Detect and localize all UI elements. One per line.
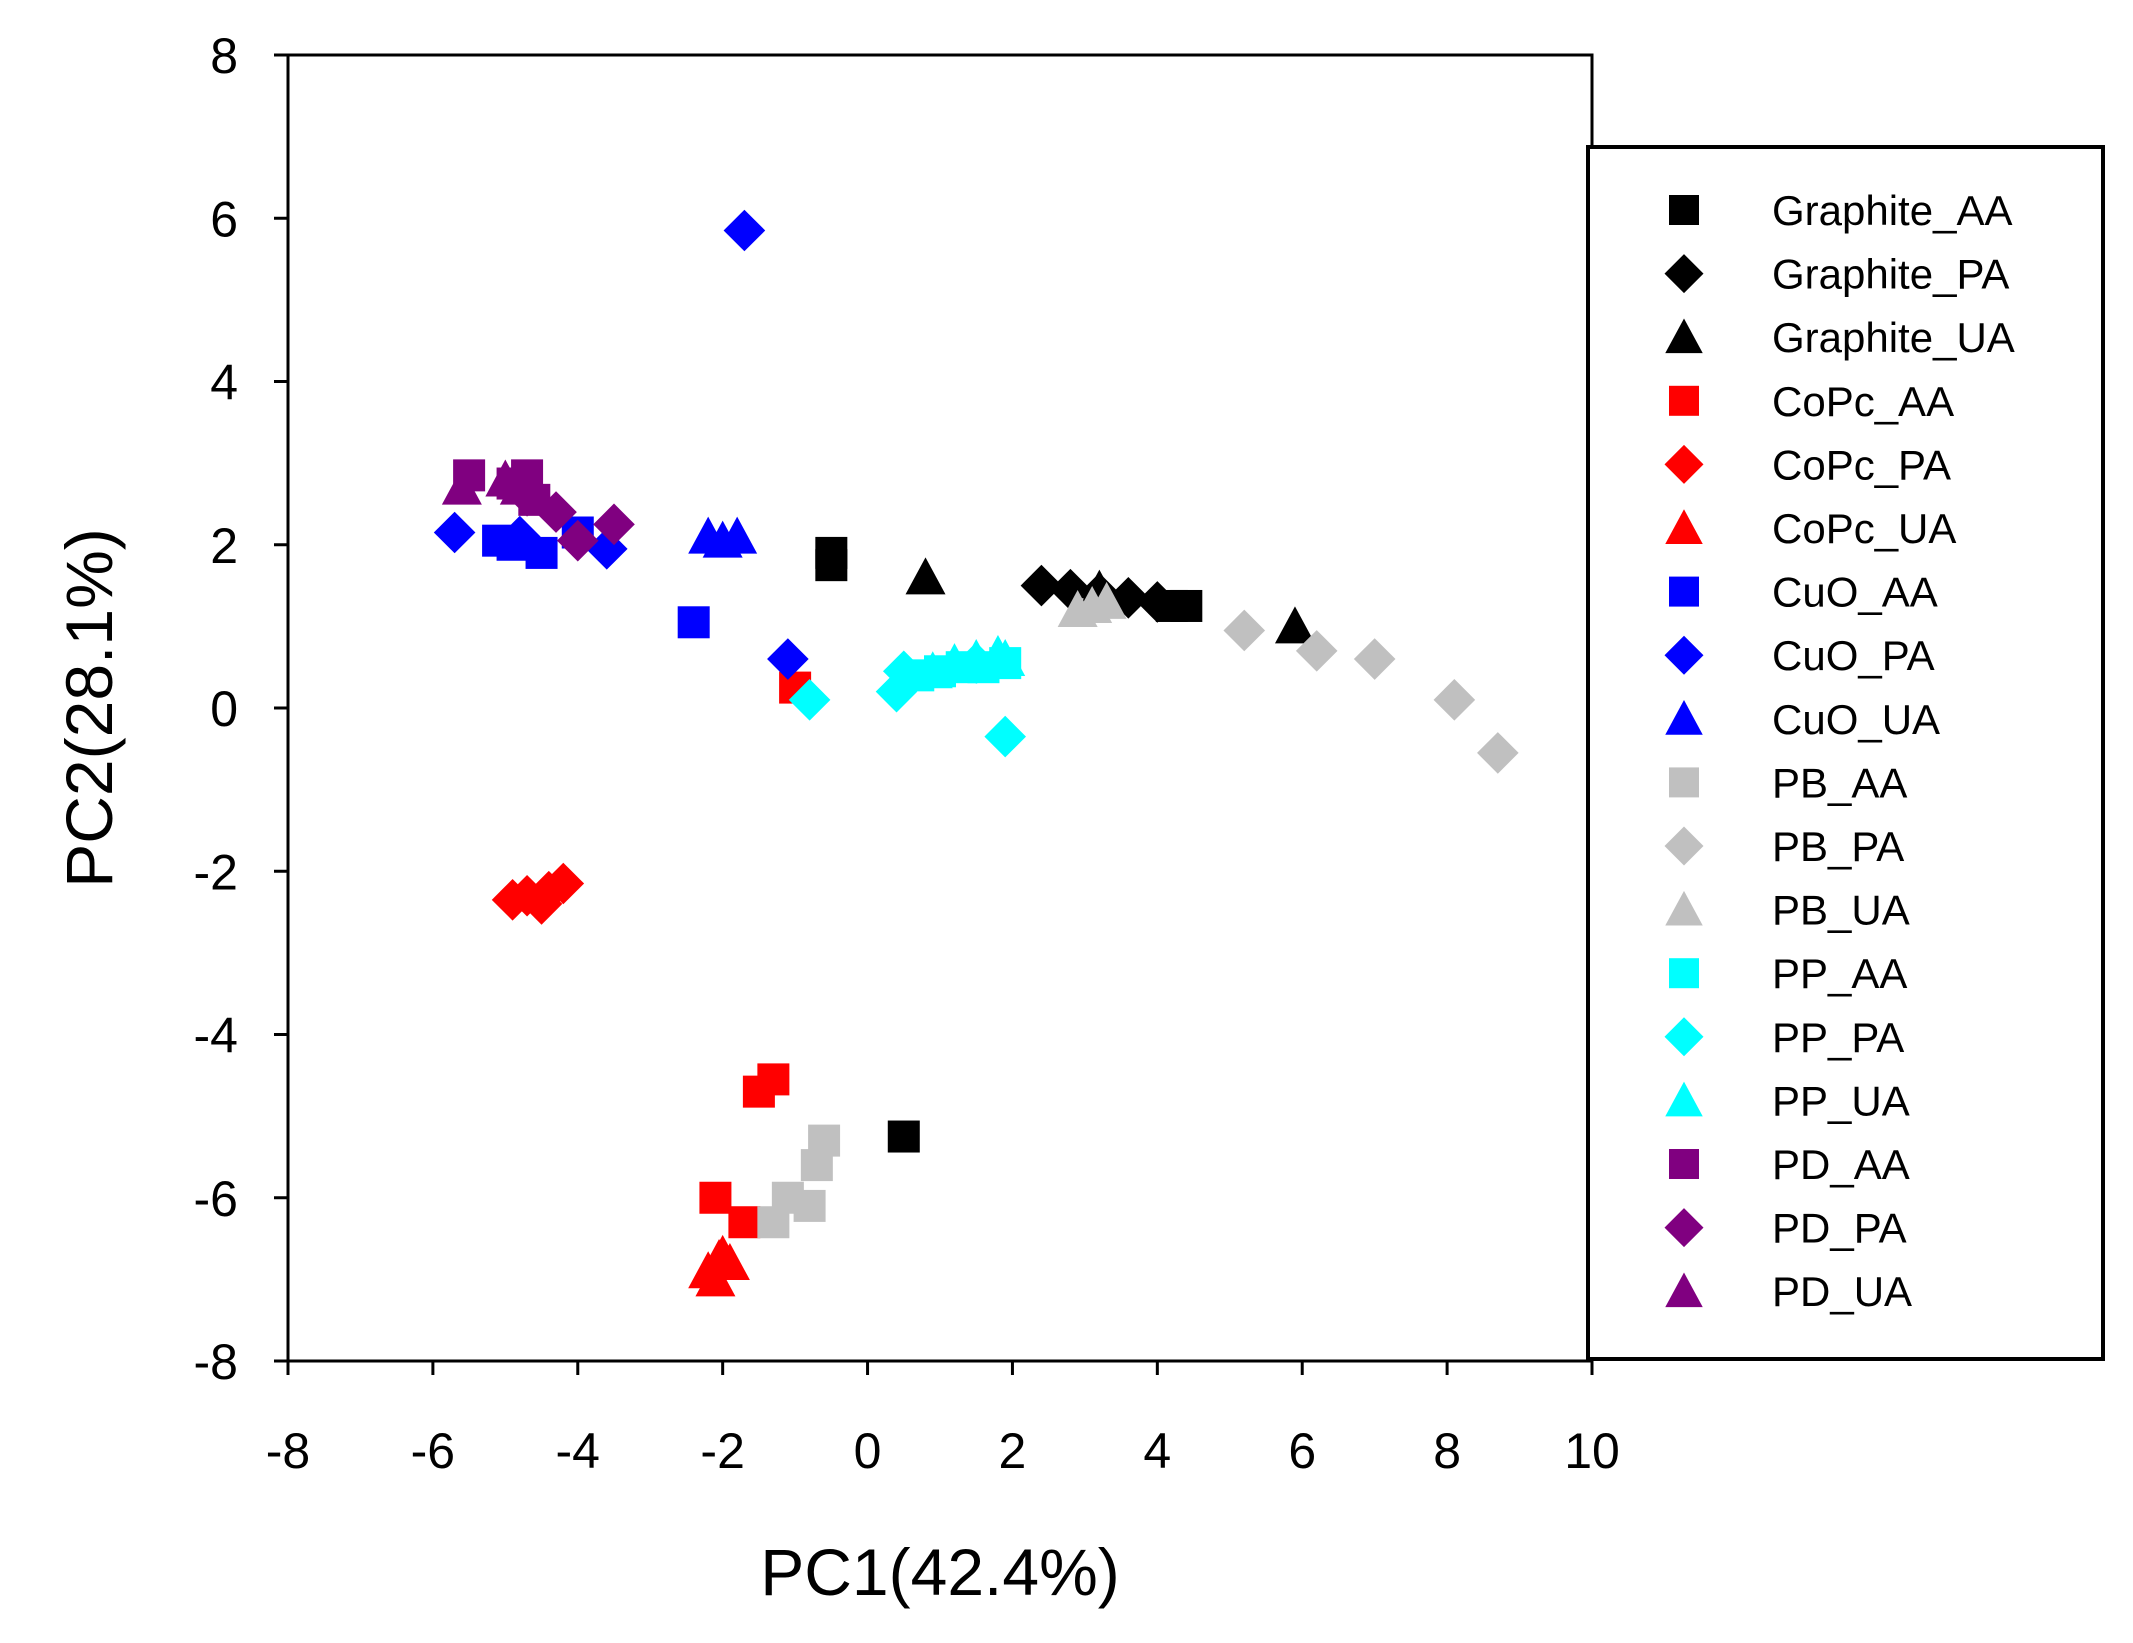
- legend-marker-pp-ua: [1665, 1081, 1703, 1117]
- data-point-pb-pa: [1223, 609, 1266, 652]
- legend-label: CoPc_PA: [1772, 441, 1951, 488]
- data-point-pp-ua: [912, 651, 953, 689]
- data-point-pb-aa: [757, 1206, 790, 1239]
- legend-label: CoPc_UA: [1772, 505, 1956, 552]
- legend-label: Graphite_AA: [1772, 187, 2012, 234]
- legend-label: PD_UA: [1772, 1268, 1912, 1315]
- x-tick-label: -4: [556, 1423, 600, 1479]
- legend-marker-pd-ua: [1665, 1272, 1703, 1308]
- y-axis-title: PC2(28.1%): [52, 528, 126, 888]
- data-point-graphite-aa: [887, 1120, 920, 1153]
- data-point-pd-ua: [499, 467, 540, 505]
- y-tick-label: 8: [210, 28, 238, 84]
- legend-marker-pp-pa: [1664, 1017, 1704, 1057]
- data-point-cuo-pa: [499, 515, 541, 558]
- legend-marker-pb-ua: [1665, 890, 1703, 926]
- data-point-cuo-pa: [433, 511, 476, 554]
- data-point-cuo-pa: [723, 209, 766, 252]
- legend-marker-cuo-aa: [1669, 576, 1699, 607]
- legend-marker-pb-aa: [1669, 767, 1699, 798]
- data-point-pd-pa: [556, 519, 599, 562]
- x-tick-label: 4: [1143, 1423, 1171, 1479]
- data-point-pb-aa: [800, 1149, 833, 1182]
- x-tick-label: -8: [266, 1423, 310, 1479]
- y-tick-label: -8: [194, 1334, 238, 1390]
- legend-label: PB_UA: [1772, 887, 1910, 934]
- data-point-graphite-aa: [815, 549, 848, 582]
- x-tick-label: 6: [1288, 1423, 1316, 1479]
- data-point-pd-ua: [441, 467, 482, 505]
- x-axis-title: PC1(42.4%): [760, 1535, 1120, 1609]
- legend-marker-pd-aa: [1669, 1149, 1699, 1179]
- plot-frame: [286, 53, 1594, 1363]
- data-point-pp-pa: [882, 650, 925, 693]
- legend-label: CuO_AA: [1772, 569, 1938, 616]
- data-point-pd-pa: [535, 491, 577, 533]
- x-tick-label: 2: [999, 1423, 1027, 1479]
- legend-marker-pp-aa: [1669, 958, 1699, 989]
- legend-label: CoPc_AA: [1772, 378, 1954, 425]
- legend-label: Graphite_UA: [1772, 314, 2015, 361]
- y-tick-label: -4: [194, 1008, 238, 1064]
- data-point-graphite-aa: [1170, 589, 1203, 622]
- data-point-cuo-aa: [677, 606, 710, 639]
- y-tick-label: 2: [210, 518, 238, 574]
- y-tick-label: 0: [210, 681, 238, 737]
- y-tick-label: 6: [210, 191, 238, 247]
- data-point-graphite-pa: [1136, 581, 1179, 623]
- data-point-pb-pa: [1295, 630, 1338, 672]
- y-tick-label: -6: [194, 1171, 238, 1227]
- legend-label: PB_PA: [1772, 823, 1904, 870]
- data-point-pb-pa: [1433, 679, 1476, 721]
- data-point-pb-pa: [1353, 638, 1396, 680]
- data-point-cuo-ua: [717, 516, 758, 554]
- legend-marker-graphite-ua: [1665, 318, 1703, 354]
- data-point-graphite-ua: [905, 557, 946, 595]
- legend-marker-pd-pa: [1664, 1208, 1704, 1248]
- legend-marker-copc-ua: [1665, 509, 1703, 544]
- x-tick-label: 8: [1433, 1423, 1461, 1479]
- legend-label: Graphite_PA: [1772, 251, 2009, 298]
- data-point-pd-pa: [593, 503, 635, 546]
- legend-label: PD_PA: [1772, 1205, 1907, 1252]
- data-point-graphite-ua: [1274, 606, 1315, 644]
- data-point-cuo-pa: [767, 638, 809, 680]
- legend-label: PD_AA: [1772, 1141, 1910, 1188]
- legend-label: PB_AA: [1772, 759, 1907, 806]
- legend-label: PP_PA: [1772, 1014, 1904, 1061]
- data-point-pp-ua: [985, 639, 1026, 677]
- axis-ticks: -8 -6 -4 -2 0 2 4 6 8 10 -8 -6 -4 -2 0 2 4 6 8: [194, 28, 1620, 1479]
- data-point-copc-ua: [699, 1238, 740, 1276]
- data-point-copc-pa: [542, 862, 585, 905]
- legend-marker-copc-aa: [1669, 385, 1699, 416]
- y-tick-label: -2: [194, 844, 238, 900]
- legend-marker-graphite-aa: [1669, 195, 1699, 225]
- legend-marker-cuo-ua: [1665, 700, 1703, 735]
- data-point-graphite-pa: [1020, 564, 1063, 607]
- legend-marker-pb-pa: [1664, 826, 1704, 866]
- data-point-pb-ua: [1086, 581, 1127, 619]
- x-tick-label: 10: [1564, 1423, 1620, 1479]
- x-tick-label: -2: [700, 1423, 744, 1479]
- data-point-pb-pa: [1477, 732, 1519, 774]
- y-tick-label: 4: [210, 355, 238, 411]
- data-point-copc-aa: [699, 1181, 732, 1214]
- x-tick-label: 0: [854, 1423, 882, 1479]
- x-tick-label: -6: [411, 1423, 455, 1479]
- data-point-pp-pa: [788, 679, 831, 721]
- legend: Graphite_AA Graphite_PA Graphite_UA CoPc_AA…: [1586, 145, 2105, 1361]
- legend-marker-copc-pa: [1664, 444, 1704, 484]
- data-point-copc-aa: [728, 1206, 761, 1239]
- data-point-copc-aa: [757, 1063, 790, 1096]
- legend-marker-cuo-pa: [1664, 635, 1704, 675]
- legend-label: CuO_UA: [1772, 696, 1940, 743]
- legend-label: PP_UA: [1772, 1077, 1910, 1124]
- data-points: [433, 209, 1519, 1297]
- data-point-pp-pa: [984, 715, 1026, 758]
- legend-label: CuO_PA: [1772, 632, 1935, 679]
- legend-marker-graphite-pa: [1664, 254, 1704, 294]
- legend-label: PP_AA: [1772, 950, 1907, 997]
